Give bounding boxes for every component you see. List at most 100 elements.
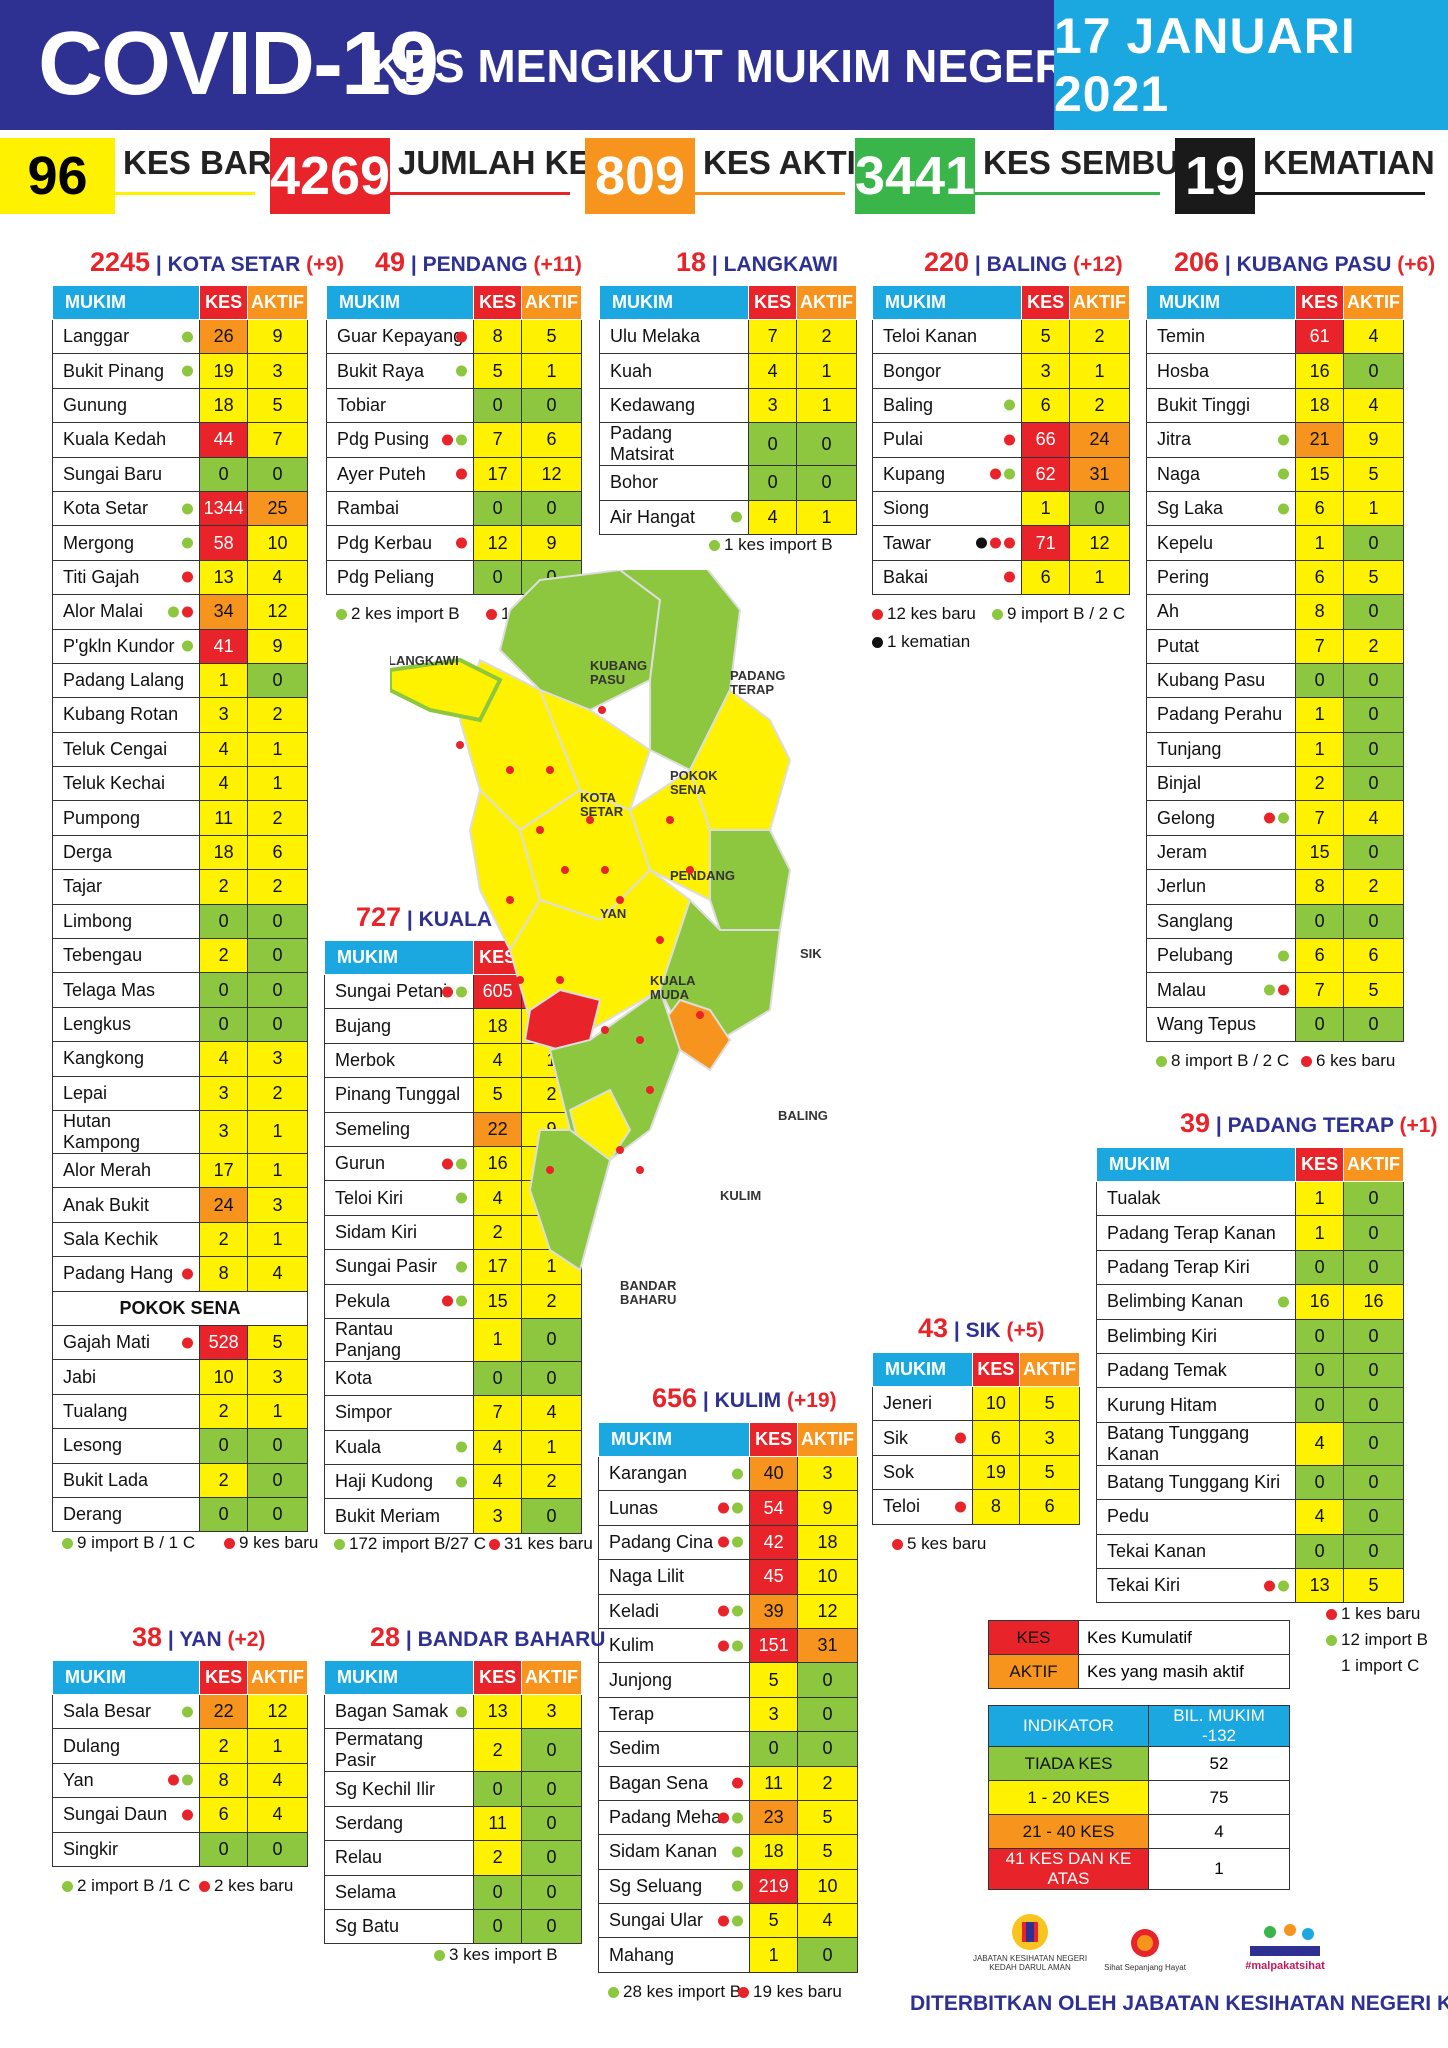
table-row: Binjal 2 0	[1145, 766, 1404, 802]
mukim-cell: Tajar	[51, 869, 201, 905]
kes-cell: 0	[1295, 662, 1345, 699]
aktif-cell: 0	[521, 490, 582, 527]
aktif-cell: 1	[521, 1429, 582, 1466]
kes-cell: 18	[749, 1834, 799, 1870]
map-case-dot	[656, 936, 664, 944]
aktif-cell: 4	[247, 1256, 308, 1292]
mukim-name: Lepai	[63, 1082, 108, 1103]
table-row: Pumpong 11 2	[51, 800, 308, 836]
mukim-cell: Jeneri	[872, 1385, 973, 1422]
import-dot-icon	[456, 1706, 468, 1718]
district-total: 18	[676, 247, 707, 277]
kes-cell: 0	[748, 422, 798, 467]
stat-value: 809	[585, 138, 695, 214]
map-case-dot	[506, 766, 514, 774]
note-text: 9 kes baru	[239, 1533, 319, 1552]
mukim-cell: Lengkus	[51, 1006, 201, 1043]
status-dots	[456, 468, 468, 480]
mukim-cell: Kedawang	[598, 387, 750, 424]
mukim-cell: Kurung Hitam	[1095, 1387, 1297, 1423]
aktif-cell: 16	[1343, 1284, 1404, 1320]
status-dots	[1264, 1580, 1290, 1592]
aktif-cell: 2	[1343, 869, 1404, 905]
mukim-cell: Karangan	[597, 1455, 751, 1492]
new-case-dot-icon	[182, 1337, 194, 1349]
table-row: Ah 8 0	[1145, 594, 1404, 630]
aktif-cell: 0	[1343, 1180, 1404, 1217]
stat-underline	[115, 192, 255, 195]
mukim-name: Pulai	[883, 429, 924, 450]
table-row: Padang Meha 23 5	[597, 1799, 858, 1836]
mukim-cell: Pekula	[323, 1283, 475, 1319]
table-row: Langgar 26 9	[51, 318, 308, 355]
kes-cell: 22	[473, 1111, 523, 1147]
aktif-cell: 4	[247, 1797, 308, 1833]
kes-cell: 4	[473, 1464, 523, 1500]
aktif-cell: 1	[1069, 559, 1130, 596]
aktif-cell: 2	[521, 1283, 582, 1319]
status-dots	[718, 1605, 744, 1617]
jkn-logo-text: JABATAN KESIHATAN NEGERI KEDAH DARUL AMA…	[972, 1954, 1088, 1972]
aktif-cell: 10	[247, 525, 308, 561]
district-table-kulim: MUKIM KES AKTIF Karangan 40 3 Lunas 54 9 Padang C…	[597, 1422, 858, 1973]
mukim-cell: Kepelu	[1145, 525, 1297, 561]
aktif-cell: 2	[1343, 628, 1404, 664]
import-dot-icon	[336, 609, 347, 621]
import-dot-icon	[732, 1880, 744, 1892]
kes-cell: 6	[1021, 387, 1071, 424]
mukim-name: Kuah	[610, 360, 653, 381]
mukim-name: Lengkus	[63, 1014, 132, 1034]
new-case-dot-icon	[718, 1502, 730, 1514]
mukim-name: Bagan Samak	[335, 1701, 449, 1722]
new-case-dot-icon	[486, 609, 497, 621]
mukim-cell: Guar Kepayang	[325, 318, 475, 355]
indicator-value: 75	[1148, 1780, 1290, 1815]
status-dots	[732, 1777, 744, 1789]
mukim-cell: Lesong	[51, 1428, 201, 1464]
mukim-name: Tebengau	[63, 945, 143, 966]
import-dot-icon	[456, 434, 468, 446]
mukim-name: Pering	[1157, 566, 1210, 587]
table-row: Padang Lalang 1 0	[51, 662, 308, 699]
mukim-cell: Temin	[1145, 318, 1297, 355]
import-dot-icon	[709, 540, 720, 552]
kes-cell: 7	[1295, 972, 1345, 1008]
new-case-dot-icon	[168, 1774, 180, 1786]
aktif-cell: 0	[521, 1771, 582, 1807]
status-dots	[1264, 984, 1290, 996]
kes-cell: 45	[749, 1559, 799, 1595]
table-row: Pulai 66 24	[871, 422, 1130, 458]
note-text: 6 kes baru	[1316, 1051, 1396, 1071]
aktif-cell: 4	[797, 1903, 858, 1939]
district-title-bandar-baharu: 28 | BANDAR BAHARU	[370, 1622, 605, 1653]
mukim-cell: Kangkong	[51, 1041, 201, 1077]
table-row: Kuala 4 1	[323, 1429, 582, 1466]
district-table-sik: MUKIM KES AKTIF Jeneri 10 5 Sik 6 3 Sok 19 5 Teloi 8 6	[872, 1352, 1080, 1525]
mukim-name: Tekai Kanan	[1107, 1540, 1207, 1561]
indicator-label: 21 - 40 KES	[988, 1814, 1149, 1849]
mukim-name: Sala Besar	[63, 1701, 152, 1722]
table-row: Terap 3 0	[597, 1696, 858, 1733]
mukim-name: Anak Bukit	[63, 1194, 150, 1215]
aktif-cell: 0	[1343, 731, 1404, 768]
table-row: Guar Kepayang 8 5	[325, 318, 582, 355]
new-case-dot-icon	[732, 1777, 744, 1789]
table-row: Pering 6 5	[1145, 559, 1404, 596]
mukim-name: Serdang	[335, 1812, 404, 1833]
aktif-cell: 0	[1343, 766, 1404, 802]
mukim-cell: Sg Laka	[1145, 490, 1297, 527]
mukim-cell: Pdg Pusing	[325, 422, 475, 458]
table-row: Tualak 1 0	[1095, 1180, 1404, 1217]
table-row: Kepelu 1 0	[1145, 525, 1404, 561]
aktif-cell: 0	[1343, 1249, 1404, 1286]
legend-aktif-desc: Kes yang masih aktif	[1078, 1654, 1290, 1689]
aktif-cell: 0	[521, 1840, 582, 1876]
import-dot-icon	[182, 503, 194, 515]
table-row: Sg Batu 0 0	[323, 1908, 582, 1945]
mukim-name: Jitra	[1157, 429, 1192, 450]
kes-cell: 18	[1295, 387, 1345, 424]
mukim-name: Padang Perahu	[1157, 704, 1283, 725]
mukim-cell: Bukit Lada	[51, 1462, 201, 1498]
map-case-dot	[636, 1036, 644, 1044]
column-header-kes: KES	[749, 1422, 799, 1457]
